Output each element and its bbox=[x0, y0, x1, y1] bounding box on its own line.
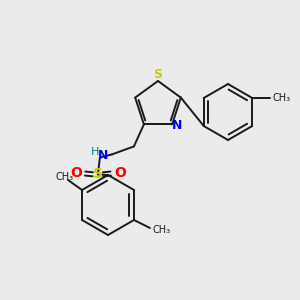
Text: CH₃: CH₃ bbox=[153, 225, 171, 235]
Text: S: S bbox=[154, 68, 163, 82]
Text: CH₃: CH₃ bbox=[56, 172, 74, 182]
Text: O: O bbox=[114, 167, 126, 180]
Text: O: O bbox=[70, 167, 82, 180]
Text: N: N bbox=[98, 149, 108, 162]
Text: CH₃: CH₃ bbox=[272, 93, 290, 103]
Text: H: H bbox=[91, 147, 99, 158]
Text: N: N bbox=[172, 119, 182, 132]
Text: S: S bbox=[93, 167, 103, 182]
